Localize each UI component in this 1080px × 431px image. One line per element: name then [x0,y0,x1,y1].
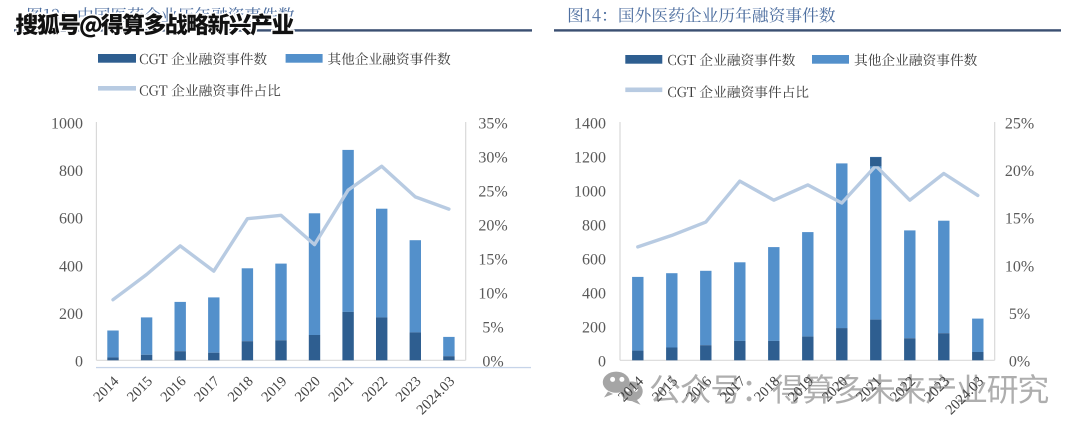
svg-text:1000: 1000 [574,183,606,200]
svg-text:800: 800 [582,217,606,234]
svg-text:5%: 5% [482,320,503,337]
svg-text:1000: 1000 [51,115,83,132]
svg-text:1400: 1400 [574,115,606,132]
svg-text:0%: 0% [1009,354,1030,371]
svg-text:0: 0 [75,354,83,371]
svg-text:5%: 5% [1009,306,1030,323]
svg-text:25%: 25% [1005,115,1034,132]
svg-text:20%: 20% [1005,163,1034,180]
svg-text:400: 400 [582,286,606,303]
svg-text:1200: 1200 [574,149,606,166]
svg-text:30%: 30% [478,149,507,166]
svg-text:10%: 10% [478,286,507,303]
svg-text:800: 800 [59,163,83,180]
svg-text:15%: 15% [478,252,507,269]
svg-text:200: 200 [582,320,606,337]
svg-text:10%: 10% [1005,258,1034,275]
svg-text:600: 600 [59,211,83,228]
svg-text:0%: 0% [482,354,503,371]
svg-text:200: 200 [59,306,83,323]
svg-text:25%: 25% [478,183,507,200]
svg-text:0: 0 [598,354,606,371]
svg-text:35%: 35% [478,115,507,132]
svg-text:400: 400 [59,258,83,275]
svg-text:600: 600 [582,252,606,269]
svg-text:15%: 15% [1005,211,1034,228]
svg-text:20%: 20% [478,217,507,234]
